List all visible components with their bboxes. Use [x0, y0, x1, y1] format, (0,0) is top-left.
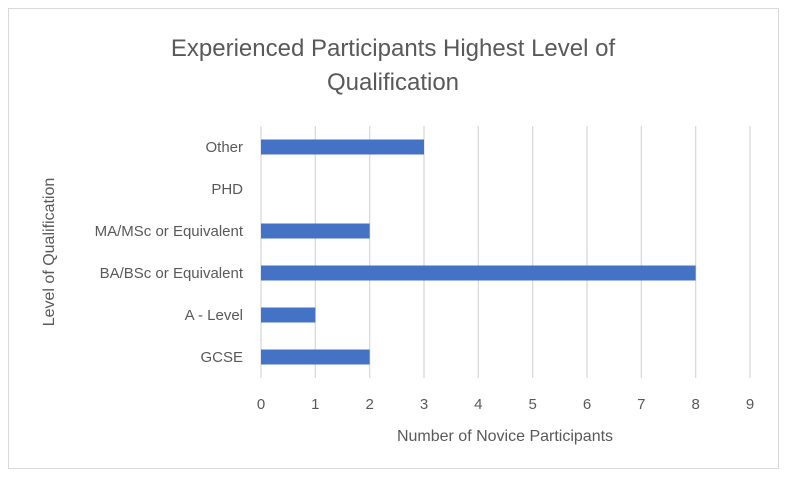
bar [261, 223, 370, 239]
x-tick-label: 1 [311, 396, 319, 413]
x-tick-label: 6 [583, 396, 591, 413]
bar [261, 349, 370, 365]
bars [261, 139, 696, 365]
category-label: MA/MSc or Equivalent [95, 223, 244, 240]
x-tick-label: 8 [691, 396, 699, 413]
x-tick-label: 3 [420, 396, 428, 413]
x-tick-label: 5 [528, 396, 536, 413]
chart-frame [8, 8, 779, 469]
category-labels: GCSE A - Level BA/BSc or Equivalent MA/MSc … [95, 139, 244, 366]
x-axis-title: Number of Novice Participants [397, 428, 613, 445]
x-tick-label: 7 [637, 396, 645, 413]
bar [261, 307, 316, 323]
category-label: A - Level [185, 307, 243, 324]
category-label: Other [205, 139, 243, 156]
gridlines [260, 126, 751, 378]
bar [261, 139, 424, 155]
x-tick-label: 4 [474, 396, 482, 413]
chart-title-line-1: Experienced Participants Highest Level o… [171, 35, 616, 62]
category-label: PHD [211, 181, 243, 198]
x-tick-label: 0 [257, 396, 265, 413]
bar [261, 265, 696, 281]
category-label: GCSE [200, 349, 243, 366]
y-axis-title: Level of Qualification [41, 178, 58, 327]
category-label: BA/BSc or Equivalent [100, 265, 244, 282]
x-tick-label: 9 [746, 396, 754, 413]
chart-title-line-2: Qualification [327, 69, 459, 96]
x-tick-label: 2 [365, 396, 373, 413]
x-tick-labels: 0 1 2 3 4 5 6 7 8 9 [257, 396, 754, 413]
